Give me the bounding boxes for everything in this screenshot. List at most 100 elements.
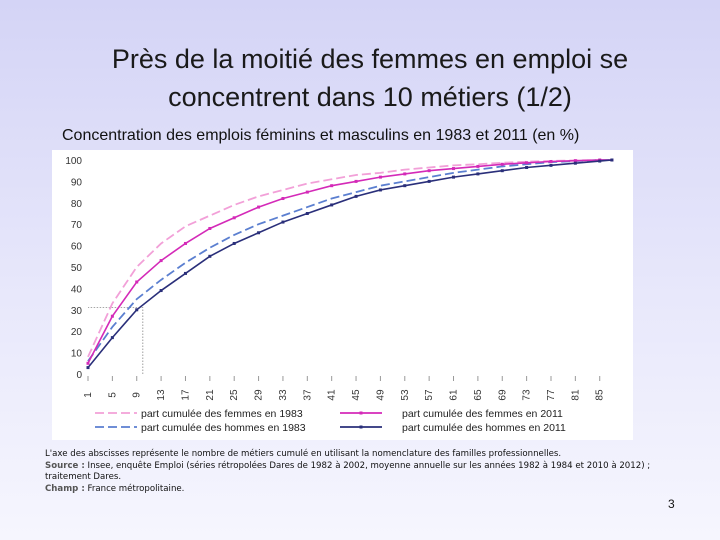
page-number: 3 (668, 497, 675, 511)
x-tick-label: 9 (132, 392, 143, 398)
x-tick-label: 65 (473, 389, 484, 401)
legend-label: part cumulée des hommes en 2011 (402, 422, 566, 434)
series-marker (403, 184, 407, 188)
x-tick-label: 57 (424, 389, 435, 401)
source-text: Insee, enquête Emploi (séries rétropolée… (45, 460, 651, 483)
series-marker (378, 188, 382, 192)
series-marker (476, 164, 480, 168)
series-marker (281, 220, 285, 224)
y-tick-label: 0 (76, 370, 82, 381)
series-marker (232, 216, 236, 220)
scope-note: Champ : France métropolitaine. (45, 484, 675, 496)
series-marker (232, 241, 236, 245)
series-marker (403, 172, 407, 176)
series-marker (610, 158, 614, 162)
x-tick-label: 49 (375, 389, 386, 401)
x-tick-label: 13 (156, 389, 167, 401)
series-marker (110, 336, 114, 340)
x-tick-label: 85 (595, 389, 606, 401)
legend-label: part cumulée des femmes en 1983 (141, 408, 303, 420)
x-tick-label: 53 (400, 389, 411, 401)
series-marker (330, 203, 334, 207)
series-marker (330, 184, 334, 188)
series-marker (525, 165, 529, 169)
reference-line (88, 307, 144, 374)
legend-marker (359, 411, 363, 415)
series-marker (183, 271, 187, 275)
series-marker (598, 159, 602, 163)
axis-note: L'axe des abscisses représente le nombre… (45, 449, 562, 459)
legend-label: part cumulée des femmes en 2011 (402, 408, 563, 420)
x-tick-label: 29 (254, 389, 265, 401)
scope-label: Champ : (45, 483, 85, 494)
x-tick-label: 61 (449, 389, 460, 401)
x-tick-label: 45 (351, 389, 362, 401)
series-marker (573, 159, 577, 163)
x-tick-label: 81 (570, 389, 581, 401)
series-marker (354, 179, 358, 183)
chart-title: Concentration des emplois féminins et ma… (62, 127, 580, 144)
series-marker (500, 162, 504, 166)
series-marker (257, 231, 261, 235)
x-tick-label: 37 (302, 389, 313, 401)
source-label: Source : (45, 460, 85, 471)
series-marker (208, 226, 212, 230)
x-tick-label: 41 (327, 389, 338, 401)
series-marker (549, 163, 553, 167)
scope-text: France métropolitaine. (87, 483, 185, 494)
series-marker (427, 169, 431, 173)
series-marker (549, 159, 553, 163)
series-marker (281, 197, 285, 201)
series-marker (208, 254, 212, 258)
x-tick-label: 69 (497, 389, 508, 401)
series-marker (500, 169, 504, 173)
series-marker (305, 190, 309, 194)
y-tick-label: 100 (65, 156, 82, 167)
y-tick-label: 60 (71, 242, 83, 253)
y-tick-label: 90 (71, 177, 83, 188)
x-tick-label: 21 (205, 389, 216, 401)
series-marker (427, 179, 431, 183)
y-tick-label: 50 (71, 263, 83, 274)
series-marker (378, 175, 382, 179)
series-marker (135, 308, 139, 312)
series-marker (86, 366, 90, 370)
legend-marker (359, 425, 363, 429)
series-marker (159, 259, 163, 263)
series-marker (86, 361, 90, 365)
series-line (87, 159, 612, 362)
x-tick-label: 77 (546, 389, 557, 401)
x-tick-label: 73 (522, 389, 533, 401)
series-marker (135, 280, 139, 284)
series-marker (525, 161, 529, 165)
x-tick-label: 17 (180, 389, 191, 401)
series-marker (476, 172, 480, 176)
series-marker (573, 161, 577, 165)
chart-area (52, 150, 633, 440)
x-tick-label: 33 (278, 389, 289, 401)
series-line (87, 159, 612, 358)
x-tick-label: 5 (107, 392, 118, 398)
slide-title: Près de la moitié des femmes en emploi s… (111, 44, 629, 112)
series-marker (452, 167, 456, 171)
series-marker (305, 212, 309, 215)
y-tick-label: 10 (71, 349, 83, 360)
y-tick-label: 30 (71, 306, 83, 317)
y-tick-label: 40 (71, 284, 83, 295)
source-note: Source : Insee, enquête Emploi (séries r… (45, 461, 675, 484)
y-tick-label: 80 (71, 199, 83, 210)
legend-label: part cumulée des hommes en 1983 (141, 422, 306, 434)
y-tick-label: 20 (71, 327, 83, 338)
series-marker (183, 241, 187, 245)
series-marker (257, 205, 261, 209)
x-tick-label: 1 (83, 392, 94, 398)
y-tick-label: 70 (71, 220, 83, 231)
series-marker (159, 289, 163, 293)
series-marker (452, 175, 456, 179)
series-marker (354, 194, 358, 198)
x-tick-label: 25 (229, 389, 240, 401)
series-marker (110, 314, 114, 318)
notes: L'axe des abscisses représente le nombre… (45, 449, 675, 495)
